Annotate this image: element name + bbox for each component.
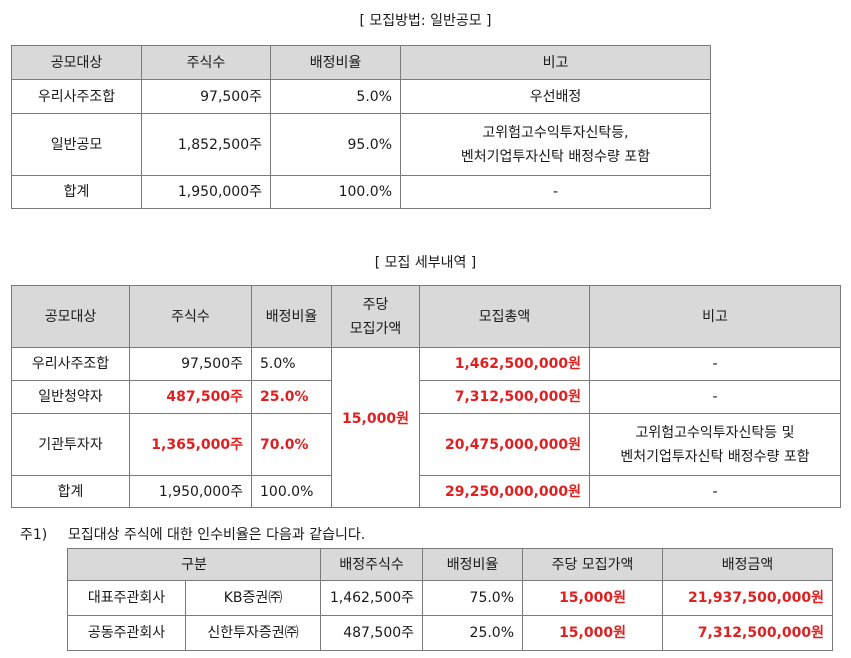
cell-note: - (589, 380, 841, 414)
header-price: 주당 모집가액 (522, 548, 664, 581)
header-total: 모집총액 (419, 285, 590, 348)
cell-note: 우선배정 (400, 79, 711, 114)
table-row: 대표주관회사 KB증권㈜ 1,462,500주 75.0% 15,000원 21… (67, 580, 834, 616)
cell-total: 20,475,000,000원 (419, 413, 590, 476)
header-target: 공모대상 (11, 285, 130, 348)
cell-ratio: 95.0% (270, 113, 401, 176)
table1: 공모대상 주식수 배정비율 비고 우리사주조합 97,500주 5.0% 우선배… (11, 45, 711, 209)
header-ratio: 배정비율 (251, 285, 332, 348)
table-row: 일반청약자 487,500주 25.0% 7,312,500,000원 - (11, 380, 841, 414)
cell-ratio: 100.0% (251, 475, 332, 508)
header-amount: 배정금액 (662, 548, 834, 581)
header-shares: 주식수 (129, 285, 252, 348)
cell-role: 대표주관회사 (67, 580, 186, 616)
cell-shares: 97,500주 (141, 79, 271, 114)
header-note: 비고 (400, 45, 711, 80)
header-ratio: 배정비율 (422, 548, 524, 581)
cell-shares: 1,950,000주 (141, 175, 271, 209)
table-row: 일반공모 1,852,500주 95.0% 고위험고수익투자신탁등, 벤처기업투… (11, 113, 711, 176)
table-row: 우리사주조합 97,500주 5.0% 우선배정 (11, 79, 711, 114)
header-price: 주당 모집가액 (331, 285, 420, 348)
cell-company: 신한투자증권㈜ (184, 615, 322, 651)
cell-ratio: 75.0% (422, 580, 524, 616)
cell-price: 15,000원 (522, 580, 664, 616)
table-row: 우리사주조합 97,500주 5.0% 15,000원 1,462,500,00… (11, 347, 841, 508)
cell-target: 일반공모 (11, 113, 142, 176)
cell-ratio: 25.0% (422, 615, 524, 651)
cell-shares: 487,500주 (129, 380, 252, 414)
table1-title: [ 모집방법: 일반공모 ] (359, 13, 492, 29)
cell-note: - (589, 475, 841, 508)
cell-target: 우리사주조합 (11, 347, 130, 381)
table-row: 공동주관회사 신한투자증권㈜ 487,500주 25.0% 15,000원 7,… (67, 615, 834, 651)
cell-total: 1,462,500,000원 (419, 347, 590, 381)
cell-ratio: 5.0% (270, 79, 401, 114)
cell-role: 공동주관회사 (67, 615, 186, 651)
cell-target: 합계 (11, 475, 130, 508)
cell-shares: 487,500주 (320, 615, 424, 651)
table3: 구분 배정주식수 배정비율 주당 모집가액 배정금액 대표주관회사 KB증권㈜ … (66, 548, 834, 651)
cell-target: 기관투자자 (11, 413, 130, 476)
cell-shares: 97,500주 (129, 347, 252, 381)
header-category: 구분 (66, 548, 322, 581)
cell-ratio: 25.0% (251, 380, 332, 414)
header-note: 비고 (589, 285, 841, 348)
header-shares: 주식수 (141, 45, 271, 80)
cell-shares: 1,950,000주 (129, 475, 252, 508)
cell-note: 고위험고수익투자신탁등, 벤처기업투자신탁 배정수량 포함 (400, 113, 711, 176)
table-row: 기관투자자 1,365,000주 70.0% 20,475,000,000원 고… (11, 413, 841, 476)
cell-shares: 1,852,500주 (141, 113, 271, 176)
table2-title: [ 모집 세부내역 ] (374, 255, 477, 271)
cell-company: KB증권㈜ (184, 580, 322, 616)
footnote-text: 모집대상 주식에 대한 인수비율은 다음과 같습니다. (68, 527, 366, 543)
cell-total: 7,312,500,000원 (419, 380, 590, 414)
cell-ratio: 100.0% (270, 175, 401, 209)
cell-amount: 7,312,500,000원 (662, 615, 834, 651)
header-shares: 배정주식수 (320, 548, 424, 581)
cell-shares: 1,365,000주 (129, 413, 252, 476)
cell-total: 29,250,000,000원 (419, 475, 590, 508)
cell-shares: 1,462,500주 (320, 580, 424, 616)
table-row: 합계 1,950,000주 100.0% - (11, 175, 711, 209)
cell-target: 일반청약자 (11, 380, 130, 414)
footnote-label: 주1) (20, 527, 48, 543)
cell-ratio: 70.0% (251, 413, 332, 476)
cell-price: 15,000원 (522, 615, 664, 651)
cell-note: - (400, 175, 711, 209)
table-row: 합계 1,950,000주 100.0% 29,250,000,000원 - (11, 475, 841, 508)
cell-note: - (589, 347, 841, 381)
cell-target: 우리사주조합 (11, 79, 142, 114)
cell-note: 고위험고수익투자신탁등 및 벤처기업투자신탁 배정수량 포함 (589, 413, 841, 476)
header-ratio: 배정비율 (270, 45, 401, 80)
cell-price: 15,000원 (331, 347, 420, 508)
cell-amount: 21,937,500,000원 (662, 580, 834, 616)
cell-ratio: 5.0% (251, 347, 332, 381)
cell-target: 합계 (11, 175, 142, 209)
table2: 공모대상 주식수 배정비율 주당 모집가액 모집총액 비고 우리사주조합 97,… (11, 285, 841, 508)
header-target: 공모대상 (11, 45, 142, 80)
